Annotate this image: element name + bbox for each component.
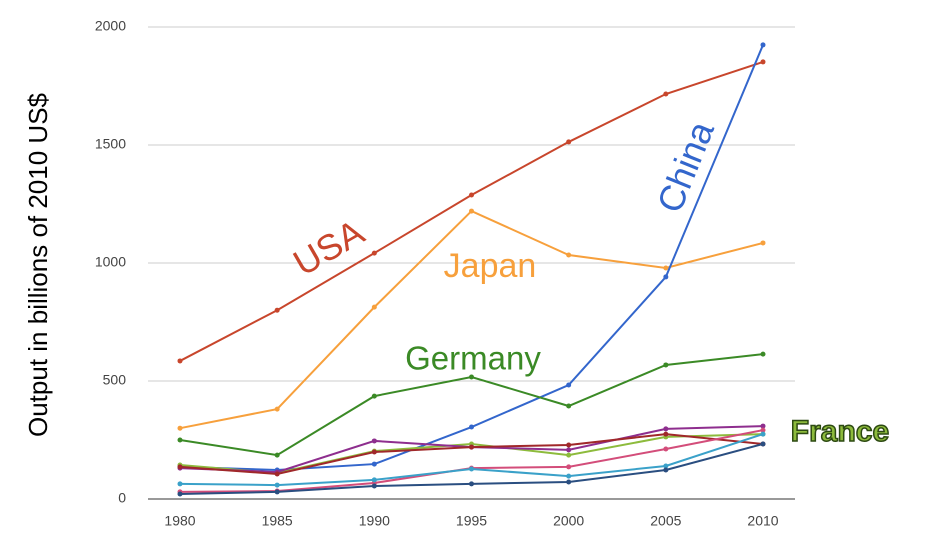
data-point <box>371 477 377 483</box>
data-point <box>566 403 572 409</box>
data-point <box>469 466 474 472</box>
y-tick-label: 2000 <box>95 18 126 34</box>
data-point <box>371 393 377 399</box>
data-point <box>371 250 377 256</box>
x-tick-label: 2000 <box>553 513 584 529</box>
series-label: Germany <box>405 340 541 377</box>
data-point <box>274 482 280 488</box>
data-point <box>663 362 669 368</box>
data-point <box>663 265 669 271</box>
data-point <box>469 424 474 430</box>
data-point <box>371 304 377 310</box>
x-tick-label: 1985 <box>262 513 293 529</box>
data-point <box>469 444 474 450</box>
data-point <box>469 481 474 487</box>
data-point <box>371 461 377 467</box>
data-point <box>760 431 766 437</box>
data-point <box>177 481 183 487</box>
data-point <box>663 431 669 437</box>
y-tick-label: 0 <box>118 490 126 506</box>
data-point <box>566 252 572 258</box>
data-point <box>274 307 280 313</box>
data-point <box>469 374 474 380</box>
data-point <box>177 464 183 470</box>
data-point <box>663 467 669 473</box>
data-point <box>760 240 766 246</box>
data-point <box>469 192 474 198</box>
data-point <box>177 437 183 443</box>
data-point <box>469 208 474 214</box>
data-point <box>760 427 766 433</box>
data-point <box>566 479 572 485</box>
data-point <box>177 491 183 497</box>
data-point <box>566 447 572 453</box>
data-point <box>566 382 572 388</box>
series-label: Japan <box>444 247 537 285</box>
y-tick-label: 1500 <box>95 136 126 152</box>
data-point <box>663 463 669 469</box>
data-point <box>663 426 669 432</box>
data-point <box>663 274 669 280</box>
data-point <box>566 442 572 448</box>
data-point <box>566 473 572 479</box>
data-point <box>760 441 766 447</box>
x-tick-label: 1980 <box>164 513 195 529</box>
x-tick-label: 2010 <box>747 513 778 529</box>
data-point <box>371 449 377 455</box>
data-point <box>663 91 669 97</box>
data-point <box>760 59 766 65</box>
y-axis-label: Output in billions of 2010 US$ <box>23 92 53 437</box>
data-point <box>566 464 572 470</box>
data-point <box>760 423 766 429</box>
series-label: USA <box>286 211 371 284</box>
x-tick-label: 2005 <box>650 513 681 529</box>
data-point <box>274 406 280 412</box>
data-point <box>177 358 183 364</box>
y-tick-label: 500 <box>103 372 127 388</box>
data-point <box>566 452 572 458</box>
series-line <box>179 209 764 430</box>
data-point <box>760 42 766 48</box>
data-point <box>177 425 183 431</box>
x-tick-label: 1995 <box>456 513 487 529</box>
data-point <box>274 471 280 477</box>
data-point <box>371 483 377 489</box>
data-point <box>663 446 669 452</box>
x-tick-label: 1990 <box>359 513 390 529</box>
data-point <box>371 438 377 444</box>
data-point <box>566 139 572 145</box>
data-point <box>274 489 280 495</box>
data-point <box>760 351 766 357</box>
series-label: France <box>791 415 889 448</box>
data-point <box>274 452 280 458</box>
y-tick-label: 1000 <box>95 254 126 270</box>
